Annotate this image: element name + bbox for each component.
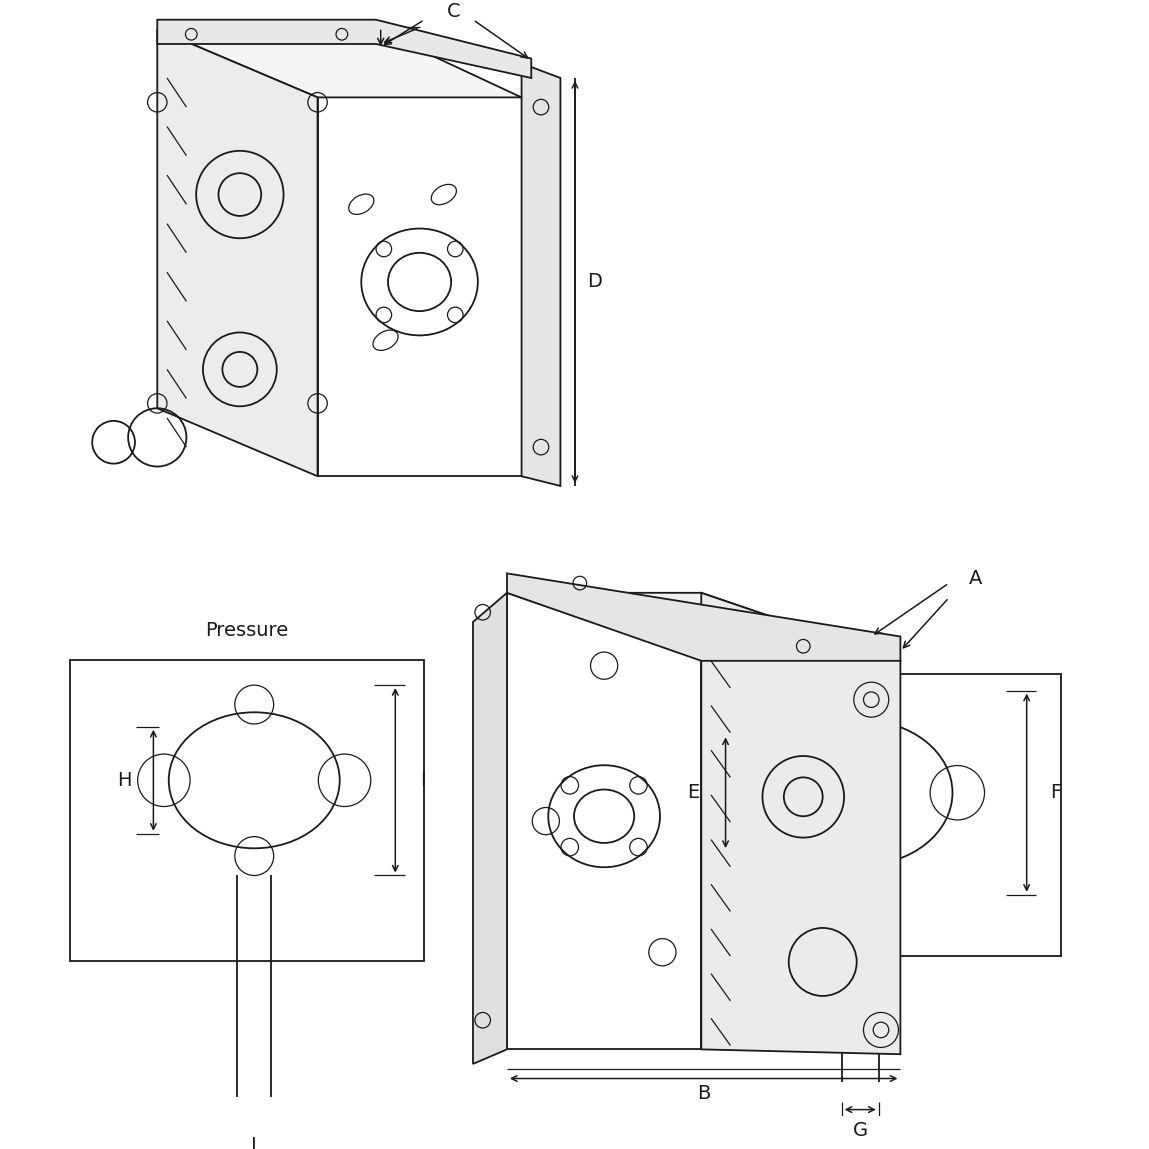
- Polygon shape: [522, 63, 561, 486]
- Text: F: F: [1050, 784, 1062, 802]
- Text: D: D: [587, 272, 602, 292]
- Text: H: H: [117, 771, 131, 789]
- Text: C: C: [447, 2, 461, 22]
- Text: Pressure: Pressure: [206, 622, 288, 640]
- Polygon shape: [157, 30, 317, 476]
- Polygon shape: [317, 98, 522, 476]
- Polygon shape: [701, 593, 901, 1055]
- Text: Suction: Suction: [816, 635, 888, 655]
- Text: I: I: [419, 771, 425, 789]
- Polygon shape: [157, 20, 531, 78]
- Polygon shape: [507, 593, 901, 661]
- Polygon shape: [157, 30, 522, 98]
- Polygon shape: [507, 573, 901, 661]
- Polygon shape: [507, 593, 701, 1049]
- Text: B: B: [697, 1084, 711, 1103]
- Polygon shape: [473, 593, 507, 1064]
- Text: G: G: [853, 1121, 867, 1141]
- Bar: [643, 674, 1061, 956]
- Text: J: J: [252, 1136, 257, 1149]
- Bar: [70, 660, 424, 961]
- Text: E: E: [687, 784, 700, 802]
- Text: A: A: [969, 569, 981, 588]
